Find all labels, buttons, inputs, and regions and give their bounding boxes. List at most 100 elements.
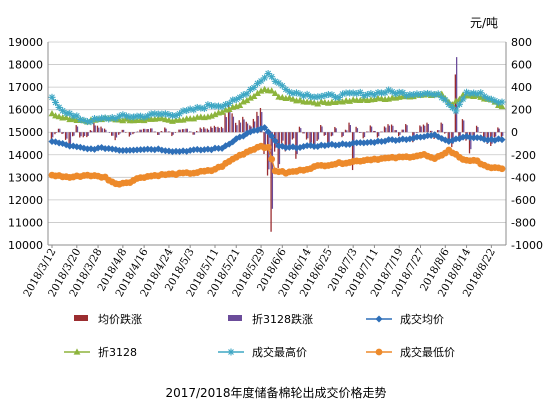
price-3128-point [289, 95, 297, 102]
price-3128-point [254, 89, 261, 96]
max-price-point [236, 93, 244, 101]
avg-price-point [385, 136, 393, 144]
left-axis-tick-label: 11000 [8, 216, 43, 229]
legend-swatch-marker [375, 348, 383, 356]
avg-price-point [261, 124, 269, 132]
max-price-point [101, 114, 109, 122]
avg-price-point [268, 132, 276, 140]
max-price-point [452, 107, 460, 115]
legend-item-avg-price: 成交均价 [366, 312, 444, 326]
legend-label: 成交最高价 [252, 345, 307, 359]
max-price-point [385, 86, 393, 94]
left-axis-tick-label: 10000 [8, 239, 43, 252]
max-price-point [91, 115, 99, 123]
max-price-point [441, 96, 449, 104]
max-price-point [402, 92, 410, 100]
max-price-point [66, 109, 74, 117]
max-price-point [328, 91, 336, 99]
avg-price-point [498, 136, 506, 144]
price-lines-layer [48, 69, 506, 188]
max-price-point [370, 91, 378, 99]
max-price-point [434, 90, 442, 98]
max-price-point [399, 89, 407, 97]
max-price-point [112, 115, 120, 123]
legend-swatch-marker [375, 315, 383, 323]
right-axis-tick-label: -1000 [511, 239, 543, 252]
max-price-point [282, 85, 290, 93]
price-3128-point [247, 94, 254, 101]
right-axis-tick-label: -400 [511, 171, 536, 184]
right-axis-tick-label: -800 [511, 216, 536, 229]
price-3128-point [218, 108, 226, 115]
price-3128-point [268, 87, 276, 94]
legend-label: 成交均价 [400, 312, 444, 326]
right-axis-tick-label: 400 [511, 81, 532, 94]
left-axis-tick-label: 19000 [8, 36, 43, 49]
avg-price-point [122, 146, 130, 154]
max-price-point [498, 98, 506, 106]
price-3128-point [257, 87, 265, 94]
max-price-point [459, 95, 467, 103]
legend-item-price-3128: 折3128 [64, 345, 137, 359]
max-price-point [48, 93, 56, 101]
min-price-point [498, 165, 506, 173]
legend-label: 均价跌涨 [98, 312, 142, 326]
price-3128-point [211, 110, 219, 118]
left-axis-tick-label: 16000 [8, 104, 43, 117]
max-price-point [257, 77, 265, 85]
legend-item-max-price: 成交最高价 [218, 345, 307, 359]
legend-swatch-marker [73, 348, 81, 355]
right-axis-tick-label: -200 [511, 149, 536, 162]
max-price-point [254, 79, 262, 87]
price-3128-point [62, 113, 70, 121]
price-3128-point [243, 96, 251, 104]
max-price-point [59, 107, 67, 115]
right-axis-tick-label: 0 [511, 126, 518, 139]
max-price-point [261, 74, 269, 82]
grid-layer [48, 41, 506, 246]
price-3128-point [250, 92, 258, 99]
price-3128-point [119, 117, 127, 124]
legend-item-change-avg: 均价跌涨 [74, 312, 142, 326]
avg-price-point [271, 137, 279, 145]
min-price-point [268, 155, 276, 163]
max-price-point [268, 73, 276, 81]
max-price-point [222, 101, 230, 109]
legend-swatch [74, 315, 88, 321]
max-price-point [303, 90, 311, 98]
right-axis-tick-label: 600 [511, 59, 532, 72]
left-axis-tick-label: 18000 [8, 59, 43, 72]
right-axis-tick-label: 800 [511, 36, 532, 49]
max-price-point [275, 79, 283, 87]
max-price-point [94, 115, 102, 123]
axis-layer: 10000 11000 12000 13000 14000 15000 16000 17000… [8, 36, 543, 299]
price-3128-point [271, 89, 279, 97]
price-3128-point [314, 100, 322, 107]
legend-swatch-marker [227, 348, 235, 356]
left-axis-tick-label: 14000 [8, 149, 43, 162]
left-axis-tick-label: 12000 [8, 194, 43, 207]
max-price-point [190, 106, 198, 114]
price-3128-point [296, 96, 304, 103]
max-price-point [455, 100, 463, 108]
left-axis-tick-label: 13000 [8, 171, 43, 184]
legend-label: 折3128跌涨 [252, 312, 313, 326]
unit-label: 元/吨 [470, 16, 498, 30]
legend-label: 成交最低价 [400, 345, 455, 359]
legend-swatch [228, 315, 242, 321]
max-price-point [356, 88, 364, 96]
min-price-point [264, 143, 272, 151]
legend-item-change-3128: 折3128跌涨 [228, 312, 313, 326]
max-price-point [176, 110, 184, 118]
left-axis-tick-label: 17000 [8, 81, 43, 94]
chart-caption: 2017/2018年度储备棉轮出成交价格走势 [165, 385, 386, 400]
max-price-point [438, 94, 446, 102]
legend-item-min-price: 成交最低价 [366, 345, 455, 359]
max-price-point [477, 89, 485, 97]
max-price-point [314, 93, 322, 101]
avg-price-point [264, 128, 272, 136]
price-3128-point [48, 109, 56, 117]
price-3128-point [236, 101, 244, 109]
